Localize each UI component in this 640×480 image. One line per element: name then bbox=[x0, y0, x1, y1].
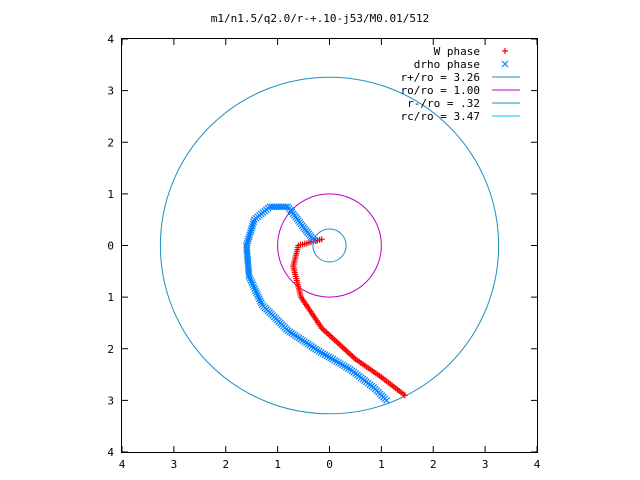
legend-label: r-/ro = .32 bbox=[407, 97, 480, 110]
circle-ro-ro bbox=[277, 193, 382, 298]
data-point bbox=[255, 295, 263, 303]
y-tick-label: 3 bbox=[107, 394, 114, 407]
data-point bbox=[383, 396, 390, 404]
legend-label: rc/ro = 3.47 bbox=[401, 110, 480, 123]
data-point bbox=[245, 235, 252, 243]
reference-circles bbox=[159, 76, 500, 415]
y-tick-label: 4 bbox=[107, 33, 114, 46]
legend-marker-sample bbox=[501, 60, 509, 68]
data-point bbox=[248, 224, 256, 232]
data-point bbox=[250, 216, 258, 224]
x-tick-label: 4 bbox=[534, 458, 541, 471]
data-point bbox=[268, 203, 276, 211]
data-point bbox=[246, 231, 254, 239]
data-point bbox=[252, 287, 260, 295]
x-tick-label: 1 bbox=[378, 458, 385, 471]
x-tick-label: 3 bbox=[171, 458, 178, 471]
y-tick-label: 1 bbox=[107, 188, 114, 201]
y-tick-label: 4 bbox=[107, 446, 114, 459]
data-point bbox=[245, 270, 253, 278]
data-point bbox=[250, 283, 258, 291]
chart-title: m1/n1.5/q2.0/r-+.10-j53/M0.01/512 bbox=[211, 12, 430, 25]
y-tick-label: 3 bbox=[107, 85, 114, 98]
y-tick-label: 2 bbox=[107, 343, 114, 356]
x-tick-label: 1 bbox=[274, 458, 281, 471]
y-tick-label: 1 bbox=[107, 291, 114, 304]
data-point bbox=[246, 275, 254, 282]
x-tick-label: 0 bbox=[326, 458, 333, 471]
data-point bbox=[254, 291, 261, 299]
data-point bbox=[245, 233, 253, 241]
data-point bbox=[257, 299, 265, 307]
x-tick-label: 2 bbox=[222, 458, 229, 471]
x-tick-label: 3 bbox=[482, 458, 489, 471]
data-point bbox=[247, 227, 255, 234]
legend-label: ro/ro = 1.00 bbox=[401, 84, 480, 97]
legend-label: r+/ro = 3.26 bbox=[401, 71, 480, 84]
data-point bbox=[245, 273, 253, 280]
data-point bbox=[251, 285, 259, 293]
y-tick-label: 2 bbox=[107, 136, 114, 149]
data-point bbox=[248, 222, 256, 230]
series-w-phase bbox=[290, 236, 408, 399]
data-point bbox=[244, 237, 252, 245]
data-point bbox=[401, 392, 408, 399]
plot-frame bbox=[121, 38, 538, 453]
data-point bbox=[249, 220, 257, 228]
data-point bbox=[247, 277, 255, 284]
data-point bbox=[248, 279, 256, 286]
data-point bbox=[254, 293, 262, 301]
legend-marker-sample bbox=[502, 48, 508, 54]
circle-r-ro bbox=[159, 76, 500, 415]
circle-r-ro bbox=[312, 228, 347, 263]
x-tick-label: 2 bbox=[430, 458, 437, 471]
data-series bbox=[243, 203, 408, 404]
data-point bbox=[250, 218, 258, 226]
x-tick-label: 4 bbox=[119, 458, 126, 471]
data-point bbox=[246, 229, 254, 237]
y-tick-label: 0 bbox=[107, 240, 114, 253]
data-point bbox=[256, 297, 264, 305]
legend-label: drho phase bbox=[414, 58, 480, 71]
series-drho-phase bbox=[243, 203, 390, 404]
legend-label: W phase bbox=[434, 45, 480, 58]
data-point bbox=[249, 281, 257, 289]
data-point bbox=[253, 289, 260, 297]
